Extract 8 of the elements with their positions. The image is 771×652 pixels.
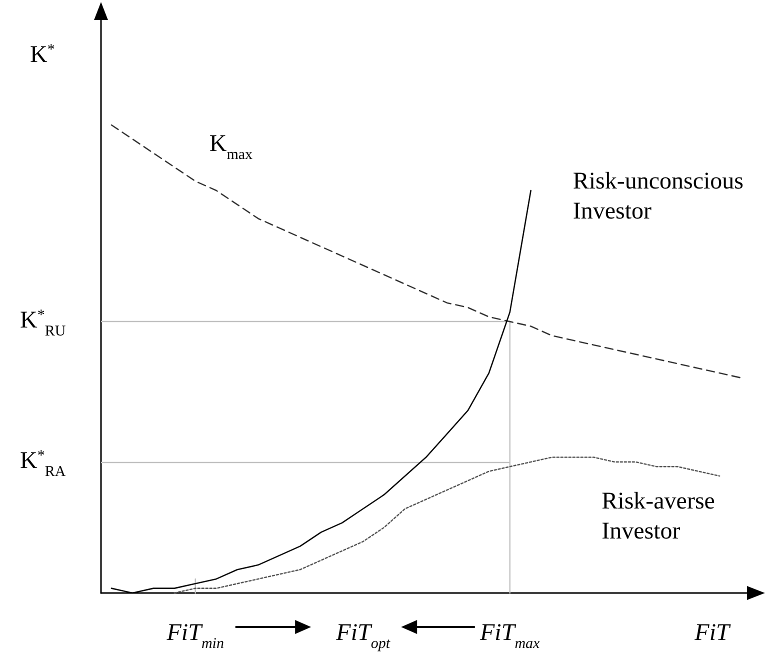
x-tick-label: FiT$_{max}$ xyxy=(479,620,540,652)
series-label: Risk-averse Investor xyxy=(602,488,715,545)
x-axis-title: FiT xyxy=(694,620,731,646)
y-axis-title: K$^{*}$ xyxy=(30,42,55,68)
series-label: Risk-unconscious Investor xyxy=(572,168,744,225)
x-tick-label: FiT$_{opt}$ xyxy=(335,620,391,652)
x-tick-label: FiT$_{min}$ xyxy=(166,620,224,652)
series-label: K$_{max}$ xyxy=(209,131,254,164)
